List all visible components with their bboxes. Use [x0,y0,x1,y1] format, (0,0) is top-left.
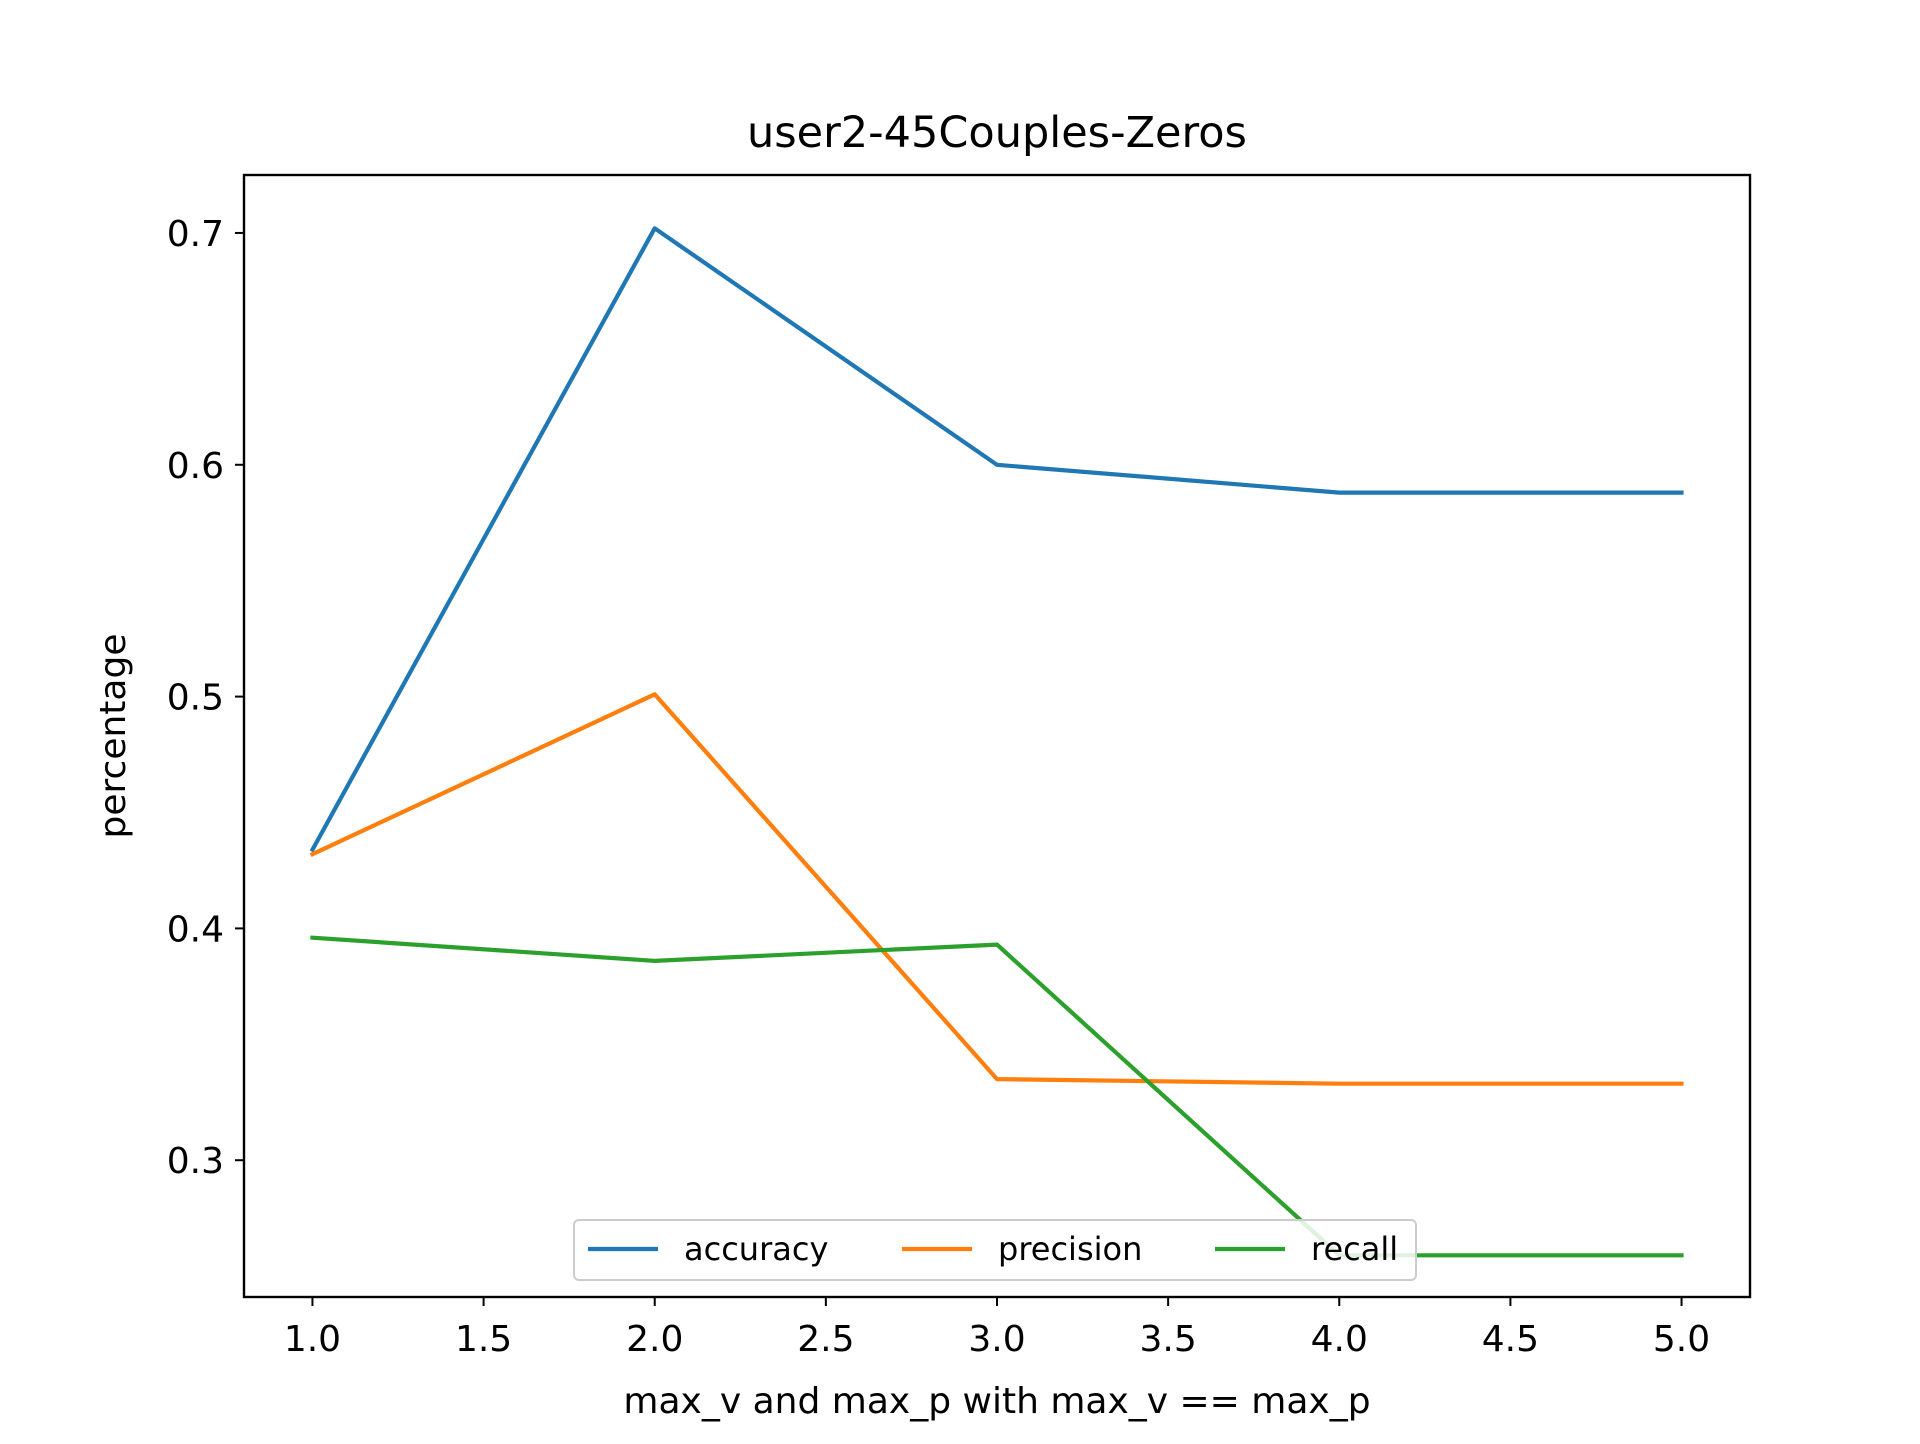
y-axis-ticks: 0.3 0.4 0.5 0.6 0.7 [167,214,244,1182]
y-tick-label: 0.7 [167,214,224,255]
y-axis-label: percentage [93,634,134,839]
series-line-accuracy [309,226,1684,853]
y-tick-label: 0.3 [167,1141,224,1182]
x-tick-label: 1.5 [455,1319,512,1360]
legend-box [573,1219,1417,1281]
y-tick-label: 0.4 [167,909,224,950]
series-line-precision [309,692,1684,1086]
legend-label-accuracy: accuracy [684,1230,828,1268]
series-line-recall [310,935,1684,1258]
x-tick-label: 1.0 [284,1319,341,1360]
legend-label-precision: precision [998,1230,1142,1268]
x-tick-label: 4.0 [1311,1319,1368,1360]
legend-label-recall: recall [1311,1230,1398,1268]
x-tick-label: 3.5 [1140,1319,1197,1360]
x-tick-label: 2.0 [626,1319,683,1360]
x-tick-label: 2.5 [797,1319,854,1360]
x-tick-label: 3.0 [968,1319,1025,1360]
series-layer [309,226,1684,1258]
x-axis-label: max_v and max_p with max_v == max_p [623,1381,1370,1422]
legend: accuracy precision recall [573,1219,1417,1281]
x-tick-label: 5.0 [1653,1319,1710,1360]
x-tick-label: 4.5 [1482,1319,1539,1360]
y-tick-label: 0.5 [167,678,224,719]
x-axis-ticks: 1.0 1.5 2.0 2.5 3.0 3.5 4.0 4.5 5.0 [284,1297,1710,1360]
y-tick-label: 0.6 [167,446,224,487]
chart-title: user2-45Couples-Zeros [747,108,1247,158]
